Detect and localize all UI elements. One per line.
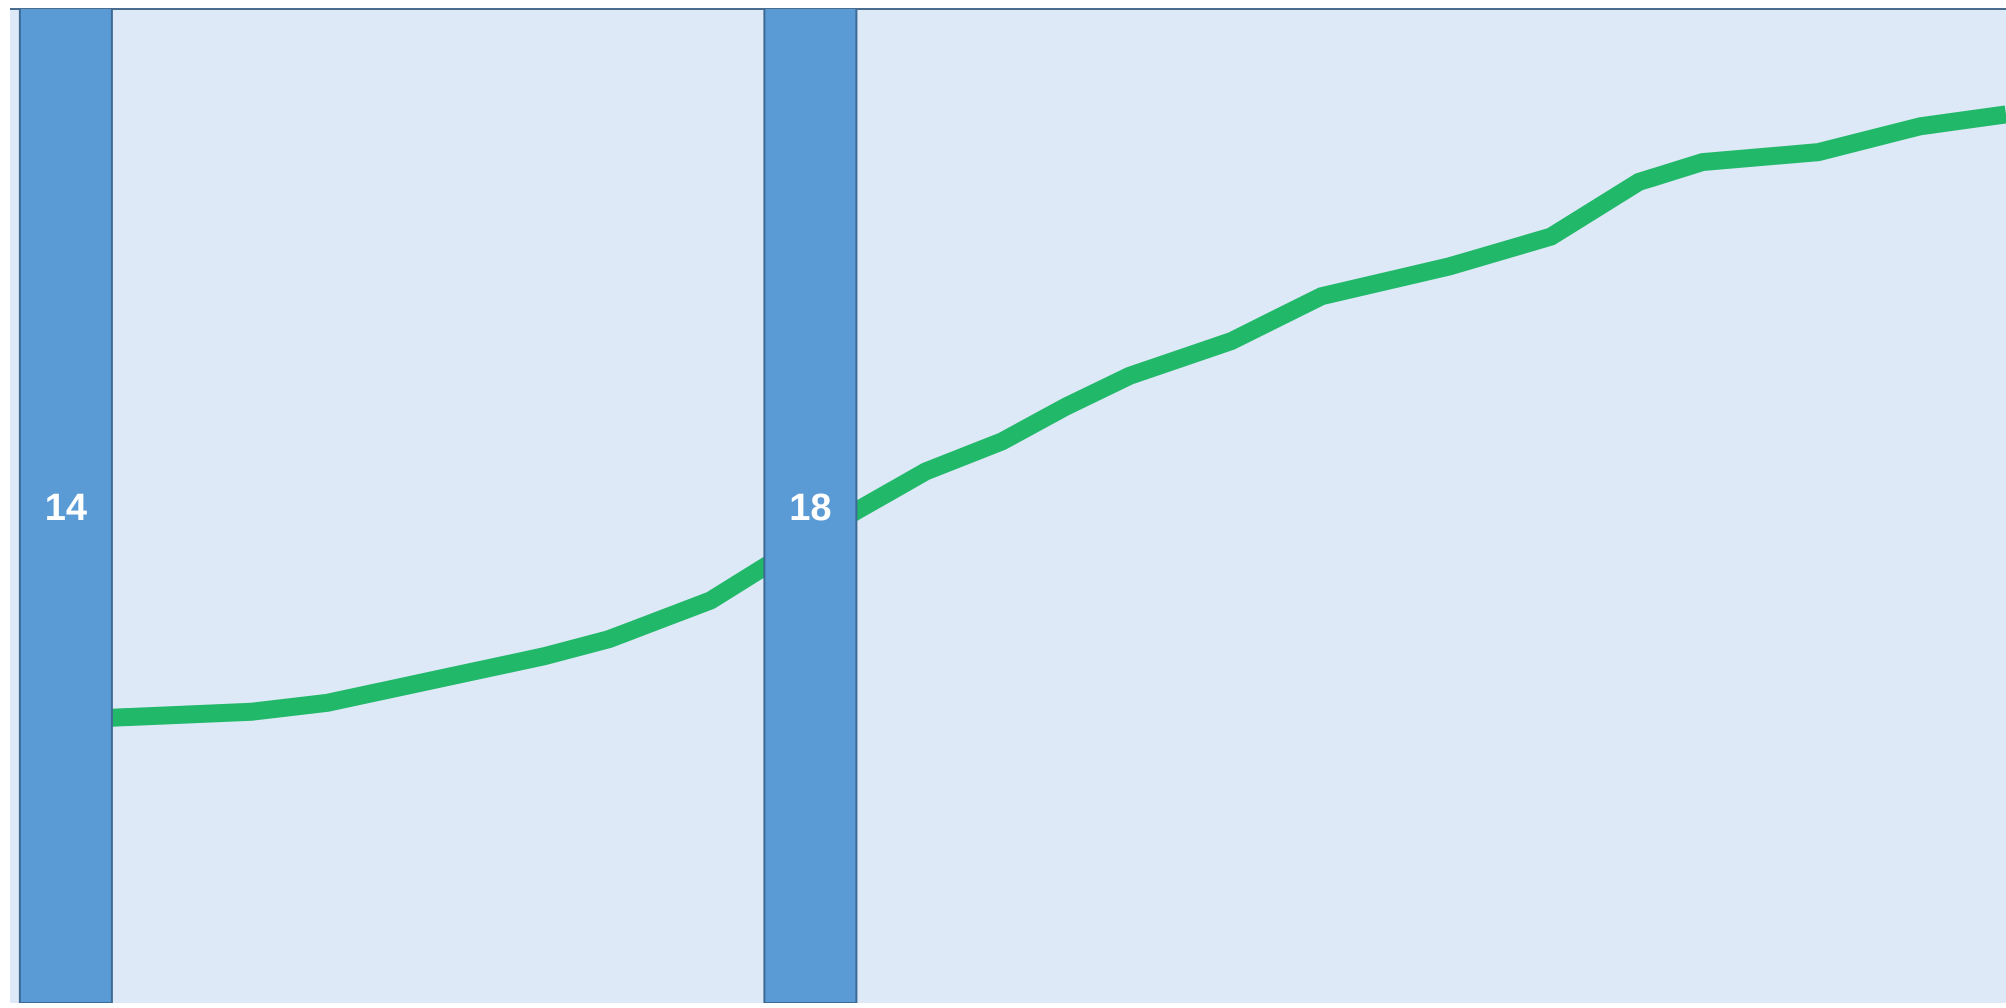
data-line: [111, 105, 2006, 727]
bar-label: 18: [789, 487, 831, 529]
bar-label: 14: [45, 487, 87, 529]
marks: [18, 9, 2006, 1003]
bar: [763, 9, 858, 1003]
bar: [18, 9, 113, 1003]
